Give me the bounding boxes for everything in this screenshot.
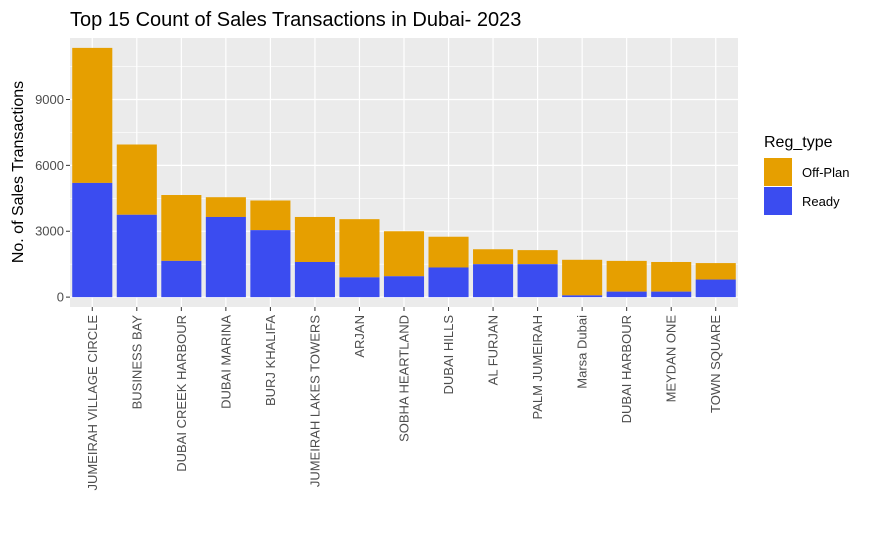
bar-ready (473, 264, 514, 298)
x-tick-label: DUBAI CREEK HARBOUR (174, 315, 189, 472)
bar-off-plan (517, 250, 558, 265)
bar-ready (383, 276, 425, 298)
x-tick-label: AL FURJAN (486, 315, 501, 385)
x-tick-label: Marsa Dubai (575, 315, 590, 389)
bar-ready (294, 261, 335, 298)
bar-off-plan (116, 144, 157, 215)
x-tick-label: BURJ KHALIFA (263, 315, 278, 406)
bar-off-plan (72, 47, 113, 183)
x-tick-label: DUBAI HARBOUR (619, 315, 634, 423)
bar-ready (205, 216, 246, 298)
y-tick-label: 9000 (35, 92, 64, 107)
bar-ready (606, 291, 647, 298)
x-tick-label: SOBHA HEARTLAND (397, 315, 412, 442)
legend: Reg_type Off-Plan Ready (764, 134, 849, 215)
legend-title: Reg_type (764, 134, 833, 151)
bar-off-plan (205, 197, 246, 217)
x-tick-label: TOWN SQUARE (708, 315, 723, 413)
bar-off-plan (695, 263, 736, 280)
legend-key-label: Ready (802, 194, 840, 209)
x-tick-label: DUBAI HILLS (441, 315, 456, 395)
legend-key-swatch (764, 187, 792, 215)
bar-off-plan (562, 259, 603, 296)
legend-key-swatch (764, 158, 792, 186)
y-tick-label: 6000 (35, 158, 64, 173)
bar-off-plan (473, 249, 514, 265)
chart-title: Top 15 Count of Sales Transactions in Du… (70, 9, 521, 31)
x-tick-label: PALM JUMEIRAH (530, 315, 545, 420)
x-tick-label: ARJAN (352, 315, 367, 358)
x-tick-label: DUBAI MARINA (218, 315, 233, 409)
bar-ready (250, 230, 291, 298)
y-tick-label: 0 (57, 290, 64, 305)
bar-ready (428, 267, 469, 298)
bar-off-plan (383, 231, 425, 277)
y-axis-title: No. of Sales Transactions (10, 81, 27, 263)
bar-off-plan (161, 195, 202, 261)
legend-key-label: Off-Plan (802, 165, 849, 180)
bar-off-plan (606, 260, 647, 292)
x-tick-label: JUMEIRAH VILLAGE CIRCLE (85, 315, 100, 491)
x-tick-label: MEYDAN ONE (664, 315, 679, 403)
bar-ready (339, 277, 380, 298)
axes-group: 0 3000 6000 9000 JUMEIRAH VILLAGE CIRCLE BUSI… (35, 92, 723, 491)
bar-off-plan (651, 261, 692, 292)
bar-ready (116, 214, 157, 298)
bar-ready (72, 182, 113, 298)
bars-group (72, 47, 736, 298)
bar-off-plan (339, 219, 380, 278)
y-tick-label: 3000 (35, 224, 64, 239)
bar-ready (517, 264, 558, 298)
bar-ready (562, 295, 603, 298)
x-tick-label: JUMEIRAH LAKES TOWERS (307, 315, 322, 487)
x-tick-label: BUSINESS BAY (129, 315, 144, 410)
bar-ready (161, 260, 202, 298)
bar-off-plan (250, 200, 291, 231)
bar-off-plan (294, 216, 335, 262)
bar-ready (651, 291, 692, 298)
bar-ready (695, 279, 736, 298)
bar-off-plan (428, 236, 469, 268)
